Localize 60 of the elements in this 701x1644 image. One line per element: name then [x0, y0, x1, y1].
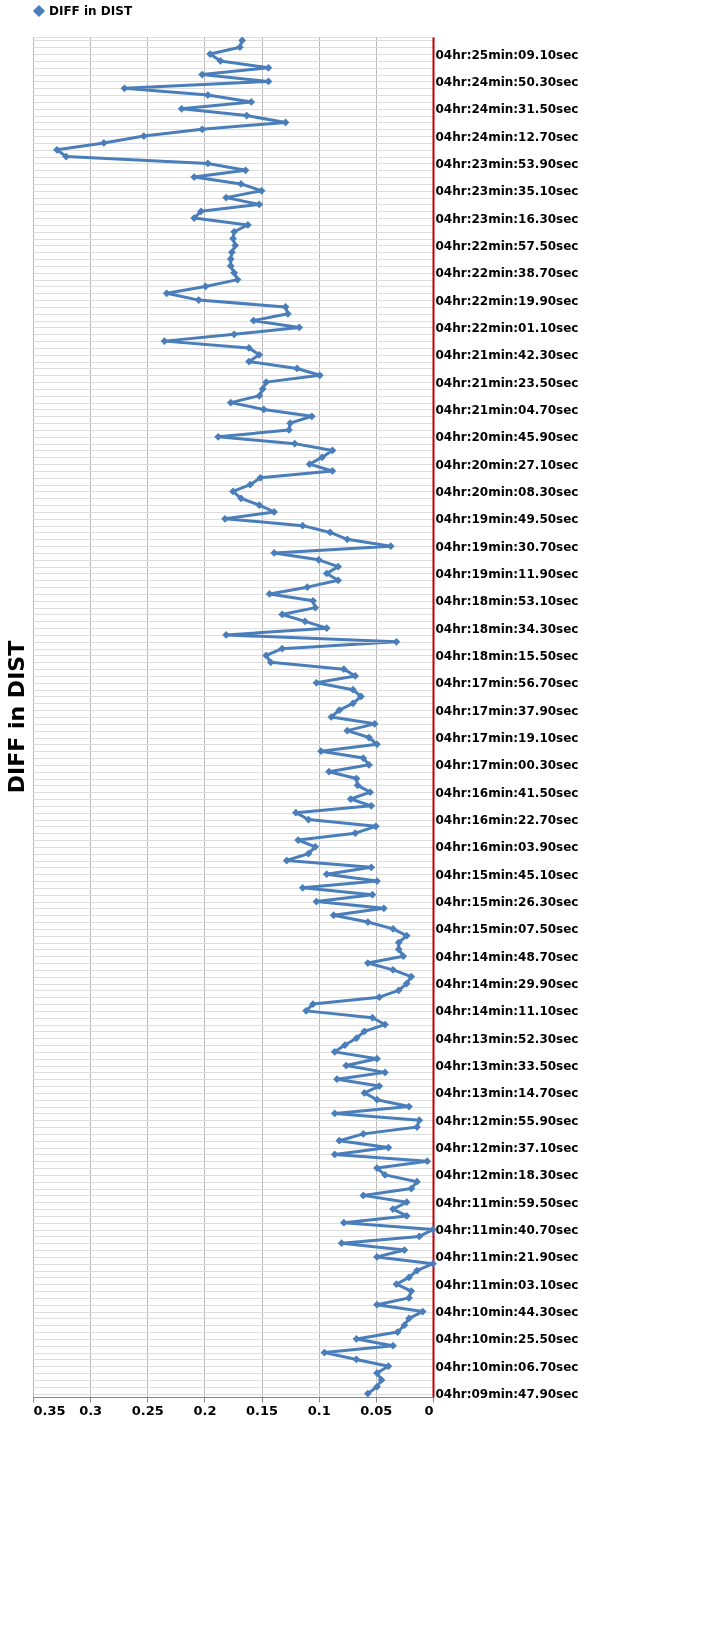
y-tick-label: 04hr:19min:30.70sec — [435, 539, 579, 554]
y-tick-label: 04hr:15min:26.30sec — [435, 895, 579, 910]
y-tick-label: 04hr:15min:07.50sec — [435, 922, 579, 937]
y-tick-label: 04hr:23min:16.30sec — [435, 211, 579, 226]
y-tick-label: 04hr:18min:15.50sec — [435, 648, 579, 663]
y-tick-label: 04hr:21min:23.50sec — [435, 375, 579, 390]
y-tick-label: 04hr:17min:00.30sec — [435, 758, 579, 773]
y-tick-label: 04hr:11min:03.10sec — [435, 1277, 579, 1292]
y-tick-label: 04hr:10min:25.50sec — [435, 1332, 579, 1347]
x-tick-label: 0.2 — [193, 1402, 217, 1418]
y-tick-label: 04hr:24min:31.50sec — [435, 102, 579, 117]
y-tick-label: 04hr:19min:49.50sec — [435, 512, 579, 527]
y-tick-label: 04hr:12min:55.90sec — [435, 1113, 579, 1128]
y-tick-label: 04hr:16min:03.90sec — [435, 840, 579, 855]
x-tick-label: 0 — [424, 1402, 434, 1418]
y-tick-label: 04hr:09min:47.90sec — [435, 1387, 579, 1402]
x-tick-label: 0.35 — [33, 1402, 66, 1418]
y-tick-label: 04hr:14min:29.90sec — [435, 977, 579, 992]
y-tick-label: 04hr:10min:44.30sec — [435, 1305, 579, 1320]
y-tick-label: 04hr:14min:11.10sec — [435, 1004, 579, 1019]
y-tick-label: 04hr:11min:21.90sec — [435, 1250, 579, 1265]
y-tick-label: 04hr:22min:01.10sec — [435, 320, 579, 335]
y-tick-label: 04hr:14min:48.70sec — [435, 949, 579, 964]
y-tick-label: 04hr:13min:14.70sec — [435, 1086, 579, 1101]
y-tick-label: 04hr:18min:53.10sec — [435, 594, 579, 609]
y-tick-label: 04hr:21min:04.70sec — [435, 402, 579, 417]
y-tick-label: 04hr:23min:53.90sec — [435, 156, 579, 171]
y-tick-label: 04hr:19min:11.90sec — [435, 566, 579, 581]
y-tick-label: 04hr:20min:27.10sec — [435, 457, 579, 472]
y-tick-label: 04hr:20min:08.30sec — [435, 484, 579, 499]
y-tick-label: 04hr:13min:33.50sec — [435, 1059, 579, 1074]
x-tick-label: 0.15 — [246, 1402, 279, 1418]
y-tick-label: 04hr:23min:35.10sec — [435, 184, 579, 199]
y-tick-label: 04hr:11min:40.70sec — [435, 1223, 579, 1238]
y-tick-label: 04hr:17min:37.90sec — [435, 703, 579, 718]
y-tick-label: 04hr:24min:50.30sec — [435, 74, 579, 89]
x-tick-label: 0.3 — [79, 1402, 103, 1418]
y-tick-label: 04hr:16min:22.70sec — [435, 813, 579, 828]
x-tick-label: 0.25 — [131, 1402, 164, 1418]
y-tick-label: 04hr:12min:37.10sec — [435, 1141, 579, 1156]
y-tick-label: 04hr:22min:38.70sec — [435, 266, 579, 281]
y-tick-label: 04hr:25min:09.10sec — [435, 47, 579, 62]
y-tick-label: 04hr:12min:18.30sec — [435, 1168, 579, 1183]
y-tick-label: 04hr:22min:19.90sec — [435, 293, 579, 308]
text: DIFF in DIST — [3, 640, 29, 794]
y-tick-label: 04hr:16min:41.50sec — [435, 785, 579, 800]
y-tick-label: 04hr:17min:56.70sec — [435, 676, 579, 691]
y-tick-label: 04hr:10min:06.70sec — [435, 1359, 579, 1374]
x-tick-label: 0.05 — [360, 1402, 393, 1418]
y-tick-label: 04hr:20min:45.90sec — [435, 430, 579, 445]
y-tick-label: 04hr:18min:34.30sec — [435, 621, 579, 636]
y-tick-label: 04hr:21min:42.30sec — [435, 348, 579, 363]
y-tick-label: 04hr:15min:45.10sec — [435, 867, 579, 882]
y-tick-label: 04hr:13min:52.30sec — [435, 1031, 579, 1046]
y-tick-label: 04hr:24min:12.70sec — [435, 129, 579, 144]
y-tick-label: 04hr:17min:19.10sec — [435, 731, 579, 745]
x-tick-label: 0.1 — [307, 1402, 331, 1418]
y-tick-label: 04hr:11min:59.50sec — [435, 1195, 579, 1210]
y-tick-label: 04hr:22min:57.50sec — [435, 238, 579, 253]
legend-label: DIFF in DIST — [49, 4, 133, 18]
